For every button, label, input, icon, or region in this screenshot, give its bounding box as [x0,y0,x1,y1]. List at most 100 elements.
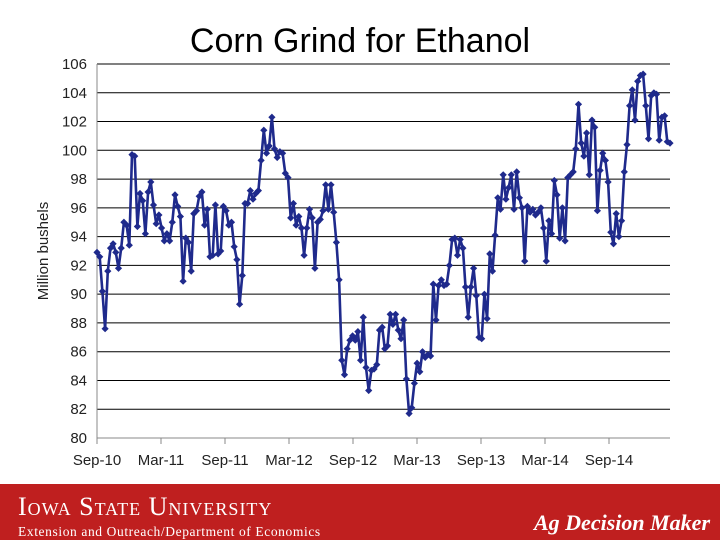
data-point [373,361,381,369]
data-point [160,237,168,245]
x-tick-label: Mar-13 [393,452,441,469]
data-point [569,168,577,176]
series-line [95,72,671,415]
data-point [131,152,139,160]
data-point [125,241,133,249]
data-point [663,138,671,146]
data-point [583,129,591,137]
data-point [618,217,626,225]
data-point [332,238,340,246]
data-point [448,235,456,244]
data-point [211,201,219,209]
y-tick-label: 106 [62,56,87,73]
data-point [96,253,104,261]
data-point [480,290,488,298]
data-point [518,204,526,212]
data-point [529,205,537,213]
data-point [451,234,459,242]
data-point [343,345,351,353]
data-point [201,221,209,229]
data-point [171,191,179,199]
data-point [322,181,330,189]
data-point [106,244,115,252]
data-point [502,195,510,203]
data-point [416,368,424,376]
data-point [513,168,521,176]
isu-logo-text: Iowa State University [18,492,273,521]
data-point [572,145,580,153]
data-point [273,153,281,162]
data-point [459,244,467,252]
data-point [98,287,106,295]
data-point [295,212,303,221]
data-point [136,189,144,198]
data-point [141,230,149,238]
data-point [222,207,230,215]
data-point [184,238,193,246]
data-point [601,156,609,164]
x-tick-label: Sep-11 [201,452,248,469]
data-point [467,283,475,291]
data-point [510,205,518,213]
data-point [203,205,211,213]
data-point [378,323,386,331]
y-tick-label: 84 [70,372,87,389]
data-point [435,281,443,290]
data-point [634,77,642,85]
data-point [381,345,389,353]
x-tick-label: Sep-13 [457,452,505,469]
chart-title: Corn Grind for Ethanol [189,22,531,60]
y-tick-label: 86 [70,344,87,361]
data-point [281,169,289,177]
data-point [588,116,596,124]
y-tick-label: 104 [62,85,87,102]
data-point [257,156,265,164]
data-point [198,188,206,196]
data-point [238,271,246,280]
data-point [499,171,507,179]
data-point [144,188,152,196]
data-point [483,315,491,323]
data-point [491,231,499,239]
data-point [174,202,182,210]
data-point [655,136,663,144]
data-point [523,202,531,210]
data-point [152,220,160,228]
data-point [402,375,410,383]
x-tick-label: Sep-10 [73,452,121,469]
data-point [192,207,201,215]
data-point [515,194,523,202]
data-point [392,310,400,318]
data-point [158,224,166,232]
x-tick-label: Mar-14 [521,452,569,469]
data-point [631,116,639,124]
data-point [652,90,661,98]
data-point [561,237,569,245]
data-point [421,353,429,361]
data-point [408,404,416,412]
data-point [456,235,464,244]
data-point [599,149,607,157]
data-point [550,176,558,185]
data-point [254,187,262,195]
data-point [362,363,370,372]
data-point [316,215,324,223]
data-point [432,316,440,324]
data-point [383,342,392,350]
data-point [470,264,478,272]
data-point [585,171,593,179]
data-point [418,348,427,356]
data-point [279,149,287,157]
data-point [287,214,295,222]
data-point [526,208,534,216]
x-tick-label: Mar-11 [138,452,184,469]
data-point [580,152,588,160]
y-tick-label: 102 [62,114,87,131]
data-point [176,212,184,221]
data-point [244,199,252,208]
data-point [537,204,545,212]
data-point [357,356,365,364]
y-tick-label: 82 [70,401,87,418]
y-tick-label: 88 [70,315,87,332]
data-point [114,264,123,272]
